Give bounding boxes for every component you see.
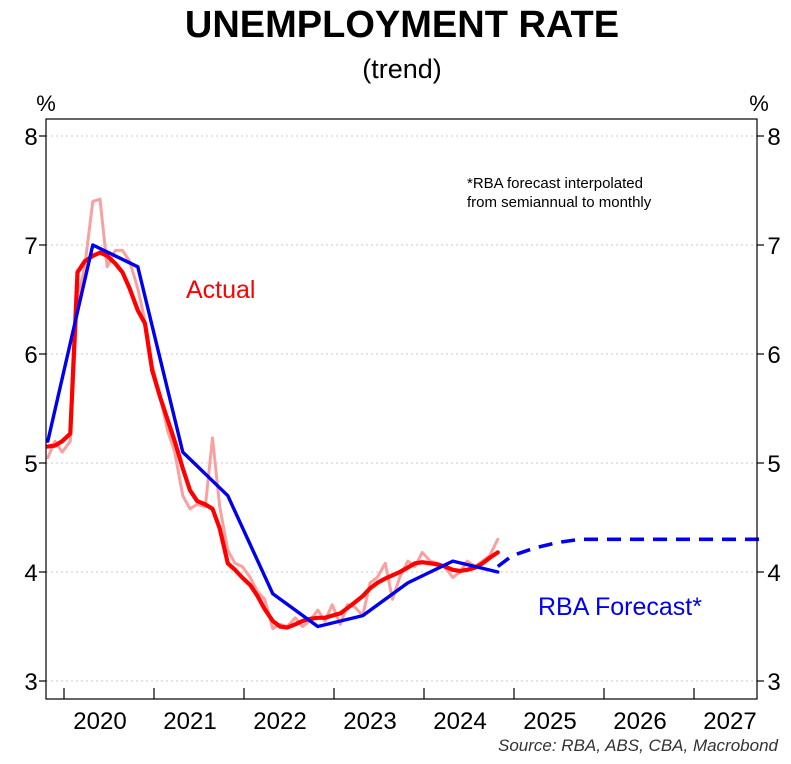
x-tick-label: 2025 — [523, 708, 576, 735]
series-line-rba-historical — [46, 243, 500, 629]
y-axis-left: 3 4 5 6 7 8 — [24, 124, 46, 696]
x-tick-label: 2021 — [163, 708, 216, 735]
chart-subtitle: (trend) — [362, 54, 442, 84]
source-note: Source: RBA, ABS, CBA, Macrobond — [498, 736, 779, 755]
y-tick-label-left: 7 — [24, 233, 37, 260]
y-tick-label-left: 3 — [24, 669, 37, 696]
note-line-2: from semiannual to monthly — [467, 194, 652, 211]
y-axis-right: 3 4 5 6 7 8 — [757, 124, 781, 696]
y-tick-label-left: 8 — [24, 124, 37, 151]
series-line-rba-forecast — [496, 537, 768, 568]
plot-frame — [45, 118, 758, 700]
right-unit-label: % — [749, 91, 769, 116]
y-tick-label-right: 5 — [767, 451, 780, 478]
y-tick-label-right: 8 — [767, 124, 780, 151]
x-tick-label: 2023 — [343, 708, 396, 735]
series-group — [45, 197, 768, 631]
y-tick-label-left: 4 — [24, 560, 37, 587]
y-tick-label-right: 6 — [767, 342, 780, 369]
x-tick-label: 2020 — [73, 708, 126, 735]
y-tick-label-left: 5 — [24, 451, 37, 478]
series-label-forecast: RBA Forecast* — [538, 593, 702, 621]
note-line-1: *RBA forecast interpolated — [467, 175, 643, 192]
y-tick-label-right: 4 — [767, 560, 780, 587]
x-tick-label: 2024 — [433, 708, 486, 735]
x-axis: 2020 2021 2022 2023 2024 2025 2026 2027 — [63, 688, 757, 735]
chart-title: UNEMPLOYMENT RATE — [185, 4, 619, 46]
x-tick-label: 2027 — [703, 708, 756, 735]
series-line-actual — [45, 250, 500, 630]
series-label-actual: Actual — [186, 276, 255, 304]
left-unit-label: % — [36, 91, 56, 116]
y-tick-label-right: 7 — [767, 233, 780, 260]
x-tick-label: 2026 — [613, 708, 666, 735]
y-tick-label-right: 3 — [767, 669, 780, 696]
series-line-monthly-raw — [46, 197, 500, 631]
y-tick-label-left: 6 — [24, 342, 37, 369]
x-tick-label: 2022 — [253, 708, 306, 735]
